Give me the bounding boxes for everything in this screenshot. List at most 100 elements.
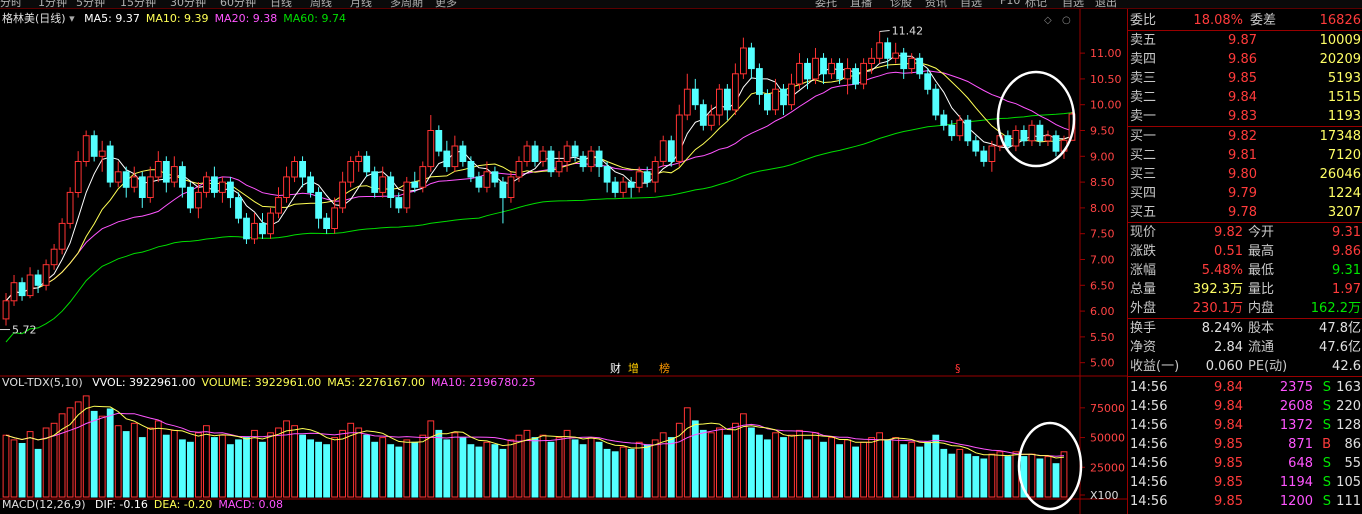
sell-order-row[interactable]: 卖四 9.86 20209: [1128, 50, 1362, 69]
tick-row[interactable]: 14:56 9.85 648 S 55: [1128, 454, 1362, 473]
volume-bar: [467, 444, 475, 498]
quote-row[interactable]: 涨幅 5.48% 最低 9.31: [1128, 261, 1362, 280]
volume-legend-item: MA5: 2276167.00: [327, 376, 425, 389]
tick-row[interactable]: 14:56 9.85 1200 S 111: [1128, 492, 1362, 511]
kline-chart-area[interactable]: 11.00 10.50 10.00 9.50 9.00 8.50 8.00 7.50 7.00 6…: [0, 9, 1127, 514]
buy-order-row[interactable]: 买五 9.78 3207: [1128, 203, 1362, 222]
volume-bar: [836, 444, 844, 498]
quote-label: 内盘: [1248, 301, 1275, 316]
order-price: 9.87: [1228, 33, 1257, 48]
quote-value: 9.82: [1214, 225, 1243, 240]
top-menu-item[interactable]: 分时: [0, 0, 22, 9]
high-pointer: [879, 29, 890, 32]
candle-body: [146, 176, 154, 198]
tick-row[interactable]: 14:56 9.84 1372 S 128: [1128, 416, 1362, 435]
volume-bar: [667, 437, 675, 498]
panel-divider: [1128, 126, 1362, 127]
volume-bar: [659, 432, 667, 498]
top-menu-item[interactable]: 15分钟: [120, 0, 156, 9]
top-menu-item[interactable]: 1分钟: [38, 0, 67, 9]
tick-price: 9.85: [1214, 456, 1243, 471]
tick-row[interactable]: 14:56 9.84 2375 S 163: [1128, 378, 1362, 397]
top-menu-item[interactable]: 退出: [1095, 0, 1117, 9]
stat-row[interactable]: 收益(一) 0.060 PE(动) 42.6: [1128, 357, 1362, 376]
order-price: 9.79: [1228, 186, 1257, 201]
top-menu-item[interactable]: 日线: [270, 0, 292, 9]
candle-body: [852, 68, 860, 85]
volume-bar: [331, 437, 339, 498]
candle-body: [868, 57, 876, 64]
top-menu-item[interactable]: 自选: [960, 0, 982, 9]
volume-bar: [587, 437, 595, 498]
buy-order-row[interactable]: 买四 9.79 1224: [1128, 184, 1362, 203]
candle-body: [908, 57, 916, 70]
volume-bar: [243, 437, 250, 498]
top-menu-item[interactable]: 30分钟: [170, 0, 206, 9]
volume-bar: [571, 439, 579, 498]
top-menu-item[interactable]: 自选: [1062, 0, 1084, 9]
quote-row[interactable]: 外盘 230.1万 内盘 162.2万: [1128, 299, 1362, 318]
volume-bar: [299, 434, 307, 498]
candle-body: [387, 176, 395, 198]
stat-value: 42.6: [1332, 359, 1361, 374]
price-tick-label: 7.50: [1090, 228, 1115, 241]
top-menu-item[interactable]: 60分钟: [220, 0, 256, 9]
sell-order-row[interactable]: 卖五 9.87 10009: [1128, 31, 1362, 50]
top-menu-item[interactable]: 更多: [435, 0, 457, 9]
tick-volume: 2608: [1279, 399, 1313, 414]
candle-body: [812, 57, 819, 80]
volume-bar: [523, 429, 531, 498]
candle-body: [106, 145, 114, 183]
quote-row[interactable]: 总量 392.3万 量比 1.97: [1128, 280, 1362, 299]
candle-body: [291, 161, 299, 178]
sell-order-row[interactable]: 卖三 9.85 5193: [1128, 69, 1362, 88]
top-menu-item[interactable]: 诊股: [890, 0, 912, 9]
candle-body: [1068, 113, 1076, 141]
volume-bar: [187, 441, 194, 498]
candle-body: [211, 176, 218, 193]
volume-bar: [138, 437, 146, 498]
high-label: 11.42: [892, 24, 924, 37]
volume-bar: [748, 427, 755, 498]
top-menu-item[interactable]: 标记: [1025, 0, 1047, 9]
candle-body: [2, 300, 10, 320]
top-menu-item[interactable]: F10: [1000, 0, 1021, 7]
top-menu-item[interactable]: 委托: [815, 0, 837, 9]
stat-row[interactable]: 净资 2.84 流通 47.6亿: [1128, 338, 1362, 357]
top-menu-item[interactable]: 周线: [310, 0, 332, 9]
top-menu-item[interactable]: 月线: [350, 0, 372, 9]
top-menu-item[interactable]: 多周期: [390, 0, 423, 9]
tick-row[interactable]: 14:56 9.85 871 B 86: [1128, 435, 1362, 454]
volume-bar: [58, 413, 66, 498]
candle-body: [860, 62, 868, 85]
volume-bar: [515, 434, 523, 498]
volume-bar: [627, 448, 635, 498]
stat-row[interactable]: 换手 8.24% 股本 47.8亿: [1128, 319, 1362, 338]
tick-side: S: [1322, 418, 1331, 433]
sell-order-row[interactable]: 卖一 9.83 1193: [1128, 107, 1362, 126]
quote-row[interactable]: 现价 9.82 今开 9.31: [1128, 223, 1362, 242]
top-menu-item[interactable]: 5分钟: [76, 0, 105, 9]
volume-bar: [475, 446, 483, 498]
buy-order-row[interactable]: 买一 9.82 17348: [1128, 127, 1362, 146]
dropdown-icon[interactable]: ▾: [69, 12, 75, 25]
volume-bar: [996, 451, 1004, 498]
quote-label: 外盘: [1130, 301, 1157, 316]
volume-legend-item: VVOL: 3922961.00: [92, 376, 196, 389]
weibi-row[interactable]: 委比 18.08% 委差 16826: [1128, 11, 1362, 30]
top-menu-item[interactable]: 直播: [850, 0, 872, 9]
tick-volume: 1372: [1279, 418, 1313, 433]
tick-row[interactable]: 14:56 9.85 1194 S 105: [1128, 473, 1362, 492]
candle-body: [283, 176, 290, 198]
top-menu-item[interactable]: 资讯: [925, 0, 947, 9]
tick-row[interactable]: 14:56 9.84 2608 S 220: [1128, 397, 1362, 416]
quote-row[interactable]: 涨跌 0.51 最高 9.86: [1128, 242, 1362, 261]
volume-bar: [603, 448, 611, 498]
buy-order-row[interactable]: 买二 9.81 7120: [1128, 146, 1362, 165]
buy-order-row[interactable]: 买三 9.80 26046: [1128, 165, 1362, 184]
sell-order-row[interactable]: 卖二 9.84 1515: [1128, 88, 1362, 107]
candle-body: [339, 181, 347, 209]
volume-bar: [195, 432, 202, 498]
tick-time: 14:56: [1130, 399, 1168, 414]
order-price: 9.85: [1228, 71, 1257, 86]
